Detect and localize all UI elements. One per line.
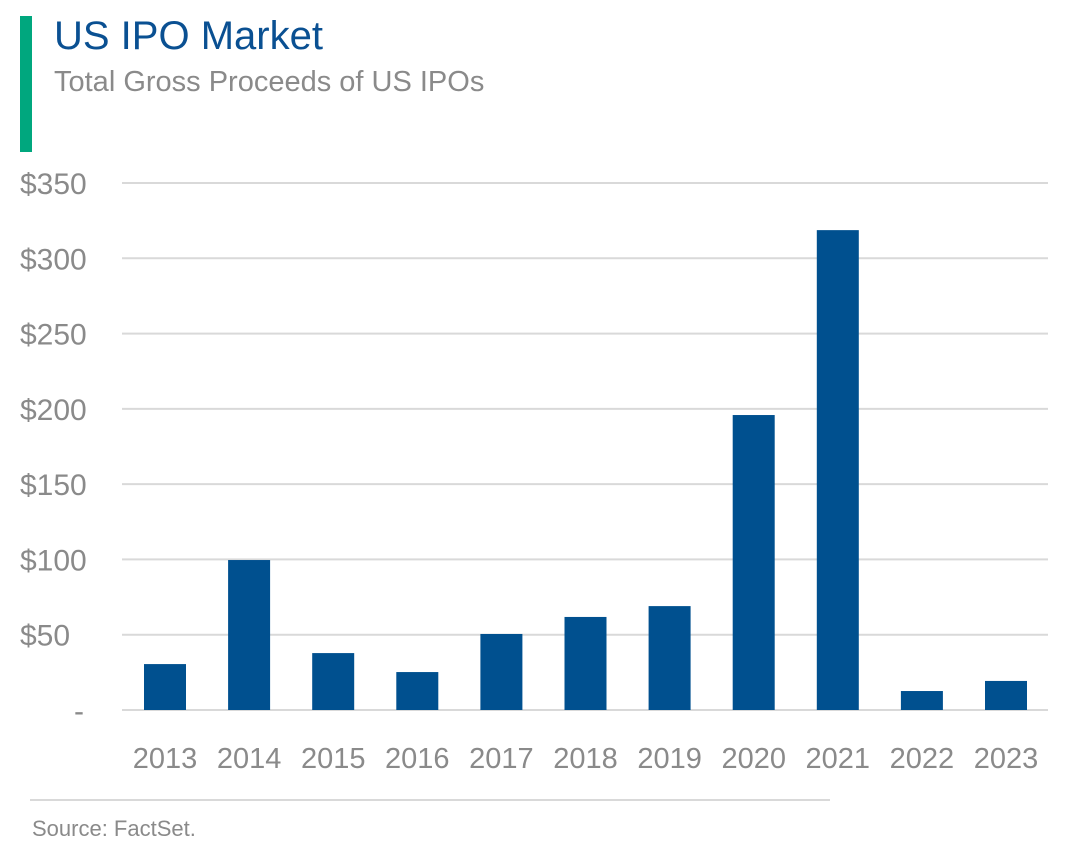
bar-2016 <box>396 672 439 710</box>
bar-2018 <box>564 616 607 710</box>
bar-2015 <box>312 653 355 710</box>
y-tick-label: $150 <box>20 469 87 502</box>
x-tick-label: 2014 <box>217 743 282 775</box>
x-tick-label: 2019 <box>637 743 702 775</box>
bar-2022 <box>900 691 943 710</box>
bar-2017 <box>480 633 523 710</box>
title-accent-bar <box>20 16 32 152</box>
x-tick-label: 2022 <box>890 743 955 775</box>
bar-2021 <box>816 230 859 711</box>
x-tick-label: 2016 <box>385 743 450 775</box>
x-tick-label: 2020 <box>721 743 786 775</box>
x-tick-label: 2018 <box>553 743 618 775</box>
x-tick-label: 2021 <box>806 743 871 775</box>
bar-2014 <box>228 560 271 710</box>
bar-2013 <box>144 664 186 710</box>
y-tick-label: $250 <box>20 319 87 352</box>
bar-2020 <box>732 415 775 710</box>
source-divider <box>30 799 830 801</box>
bar-2019 <box>648 606 691 710</box>
chart-subtitle: Total Gross Proceeds of US IPOs <box>54 66 485 98</box>
y-tick-label: - <box>74 695 84 728</box>
x-tick-label: 2013 <box>133 743 198 775</box>
y-tick-label: $200 <box>20 394 87 427</box>
y-tick-label: $350 <box>20 168 87 201</box>
bar-2023 <box>985 680 1027 710</box>
x-tick-label: 2023 <box>974 743 1039 775</box>
y-tick-label: $50 <box>20 620 70 653</box>
y-tick-label: $100 <box>20 544 87 577</box>
y-tick-label: $300 <box>20 243 87 276</box>
x-tick-label: 2015 <box>301 743 366 775</box>
source-note: Source: FactSet. <box>32 816 196 841</box>
x-tick-label: 2017 <box>469 743 534 775</box>
chart-title: US IPO Market <box>54 14 323 58</box>
